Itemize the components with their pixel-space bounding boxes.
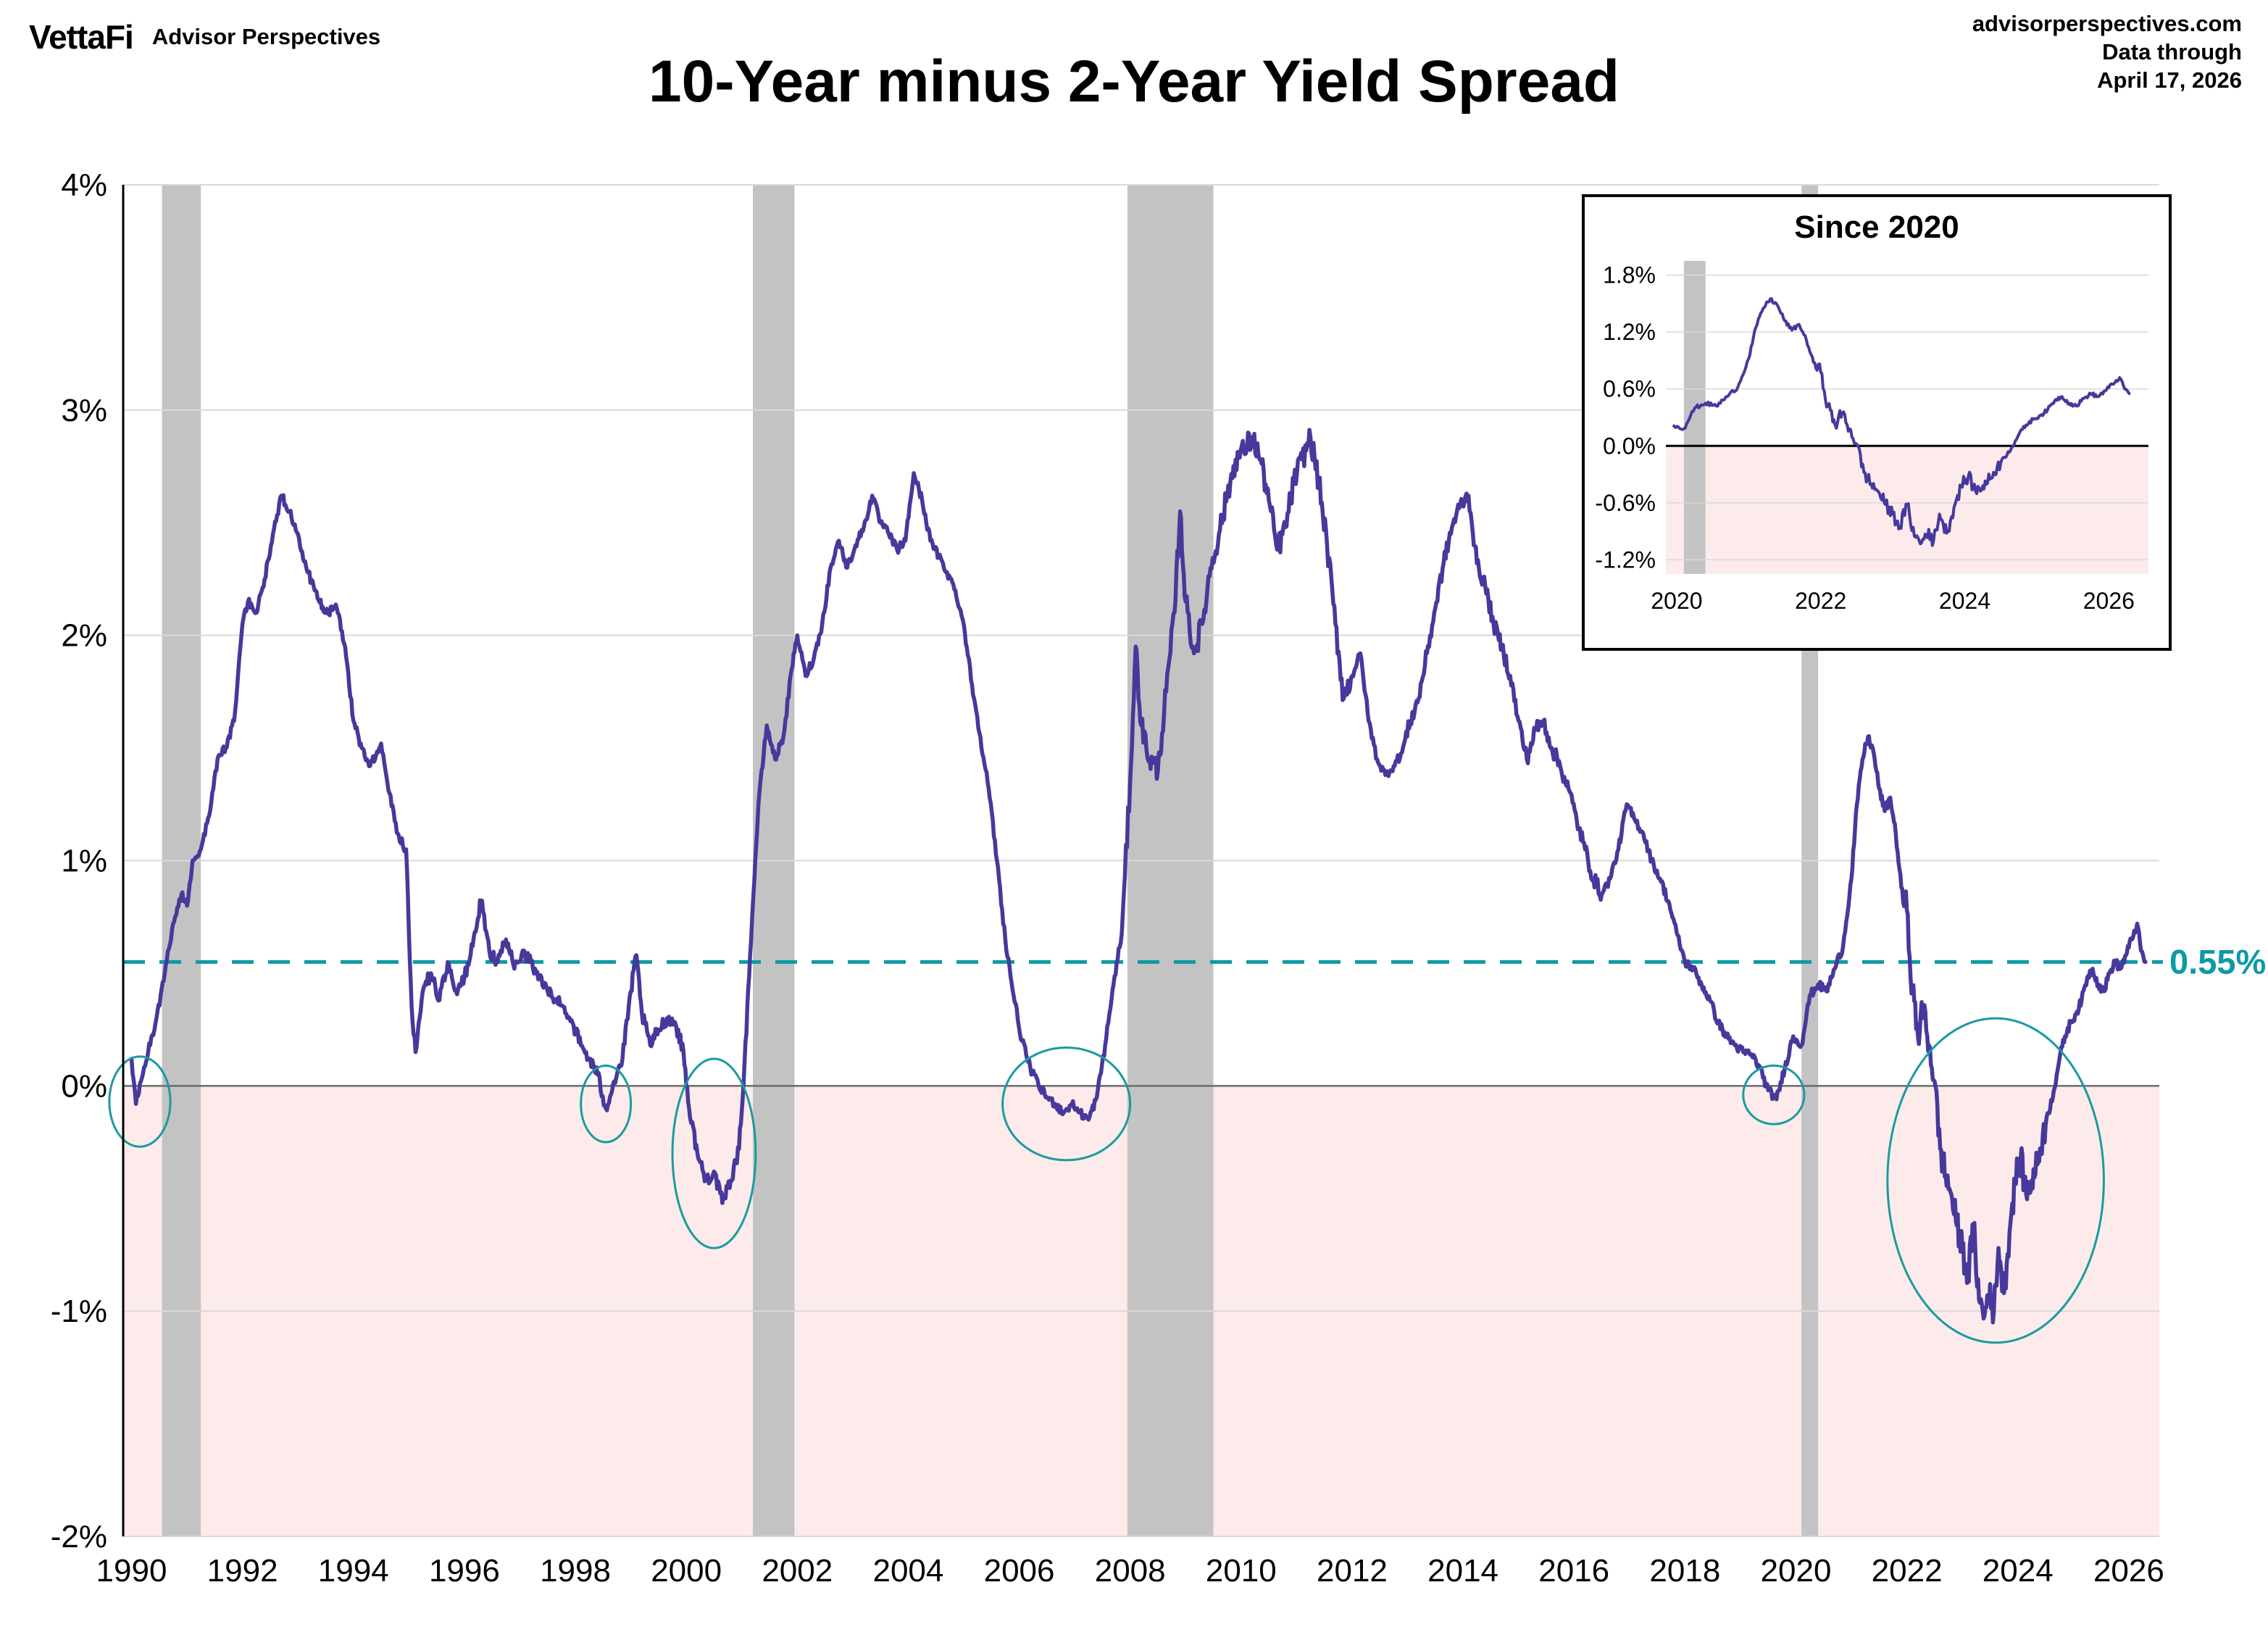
x-axis-label: 1998	[540, 1553, 611, 1589]
y-axis-label: 3%	[61, 393, 107, 428]
x-axis-label: 2024	[1983, 1553, 2054, 1589]
inversion-circle	[108, 1055, 172, 1148]
inset-y-axis-label: 0.0%	[1603, 433, 1656, 459]
x-axis-label: 1992	[207, 1553, 278, 1589]
y-axis-label: -1%	[51, 1294, 107, 1329]
x-axis-label: 2016	[1538, 1553, 1609, 1589]
y-axis-label: -2%	[51, 1519, 107, 1555]
inset-x-axis-label: 2024	[1939, 588, 1990, 614]
inversion-circle	[671, 1057, 757, 1249]
vettafi-logo: VettaFi Advisor Perspectives	[29, 17, 380, 57]
inset-y-axis-label: 0.6%	[1603, 376, 1656, 402]
inset-chart: Since 2020 1.8% 1.2% 0.6% 0.0% -0.6% -1.2% 202…	[1595, 209, 2148, 614]
source-url: advisorperspectives.com	[1972, 11, 2242, 36]
data-through-date: April 17, 2026	[2097, 67, 2242, 93]
inset-recession-band	[1683, 261, 1706, 574]
x-axis-label: 2008	[1095, 1553, 1166, 1589]
x-axis-label: 2026	[2093, 1553, 2164, 1589]
y-axis-label: 0%	[61, 1068, 107, 1104]
inversion-circle	[580, 1064, 633, 1144]
x-axis-label: 1994	[318, 1553, 389, 1589]
inset-y-axis-label: -1.2%	[1595, 546, 1656, 573]
advisor-perspectives-label: Advisor Perspectives	[151, 24, 381, 49]
x-axis-label: 2006	[984, 1553, 1055, 1589]
x-axis-label: 2012	[1317, 1553, 1388, 1589]
x-axis-label: 2020	[1761, 1553, 1832, 1589]
x-axis-label: 2014	[1427, 1553, 1498, 1589]
vettafi-logo-text: VettaFi	[29, 18, 134, 56]
inversion-circle	[1001, 1046, 1132, 1162]
y-axis-label: 4%	[61, 167, 107, 203]
y-axis-label: 2%	[61, 618, 107, 654]
x-axis-label: 2022	[1872, 1553, 1943, 1589]
inset-y-axis-label: -0.6%	[1595, 490, 1656, 516]
x-axis-label: 2004	[872, 1553, 943, 1589]
inset-x-axis-label: 2020	[1651, 588, 1702, 614]
inset-title: Since 2020	[1794, 209, 1959, 245]
x-axis-label: 2018	[1649, 1553, 1720, 1589]
inset-y-axis-label: 1.8%	[1603, 262, 1656, 288]
x-axis-label: 2010	[1206, 1553, 1277, 1589]
inset-negative-region	[1666, 446, 2148, 574]
inversion-circle	[1742, 1064, 1806, 1125]
data-through-block: advisorperspectives.com Data through Apr…	[1972, 10, 2242, 94]
inversion-circle	[1886, 1017, 2105, 1344]
x-axis-label: 1990	[96, 1553, 167, 1589]
inset-x-axis-label: 2026	[2083, 588, 2135, 614]
y-axis-label: 1%	[61, 844, 107, 879]
x-axis-label: 2000	[651, 1553, 722, 1589]
inset-spread-line	[1672, 297, 2131, 547]
page-title: 10-Year minus 2-Year Yield Spread	[648, 49, 1620, 115]
inset-chart-box: Since 2020 1.8% 1.2% 0.6% 0.0% -0.6% -1.2% 202…	[1582, 194, 2172, 651]
spread-line	[129, 428, 2148, 1325]
data-through-label: Data through	[2102, 38, 2242, 64]
inset-y-axis-label: 1.2%	[1603, 319, 1656, 345]
reference-label: 0.55%	[2169, 942, 2266, 981]
x-axis-label: 1996	[429, 1553, 500, 1589]
x-axis-label: 2002	[762, 1553, 833, 1589]
inset-x-axis-label: 2022	[1795, 588, 1846, 614]
